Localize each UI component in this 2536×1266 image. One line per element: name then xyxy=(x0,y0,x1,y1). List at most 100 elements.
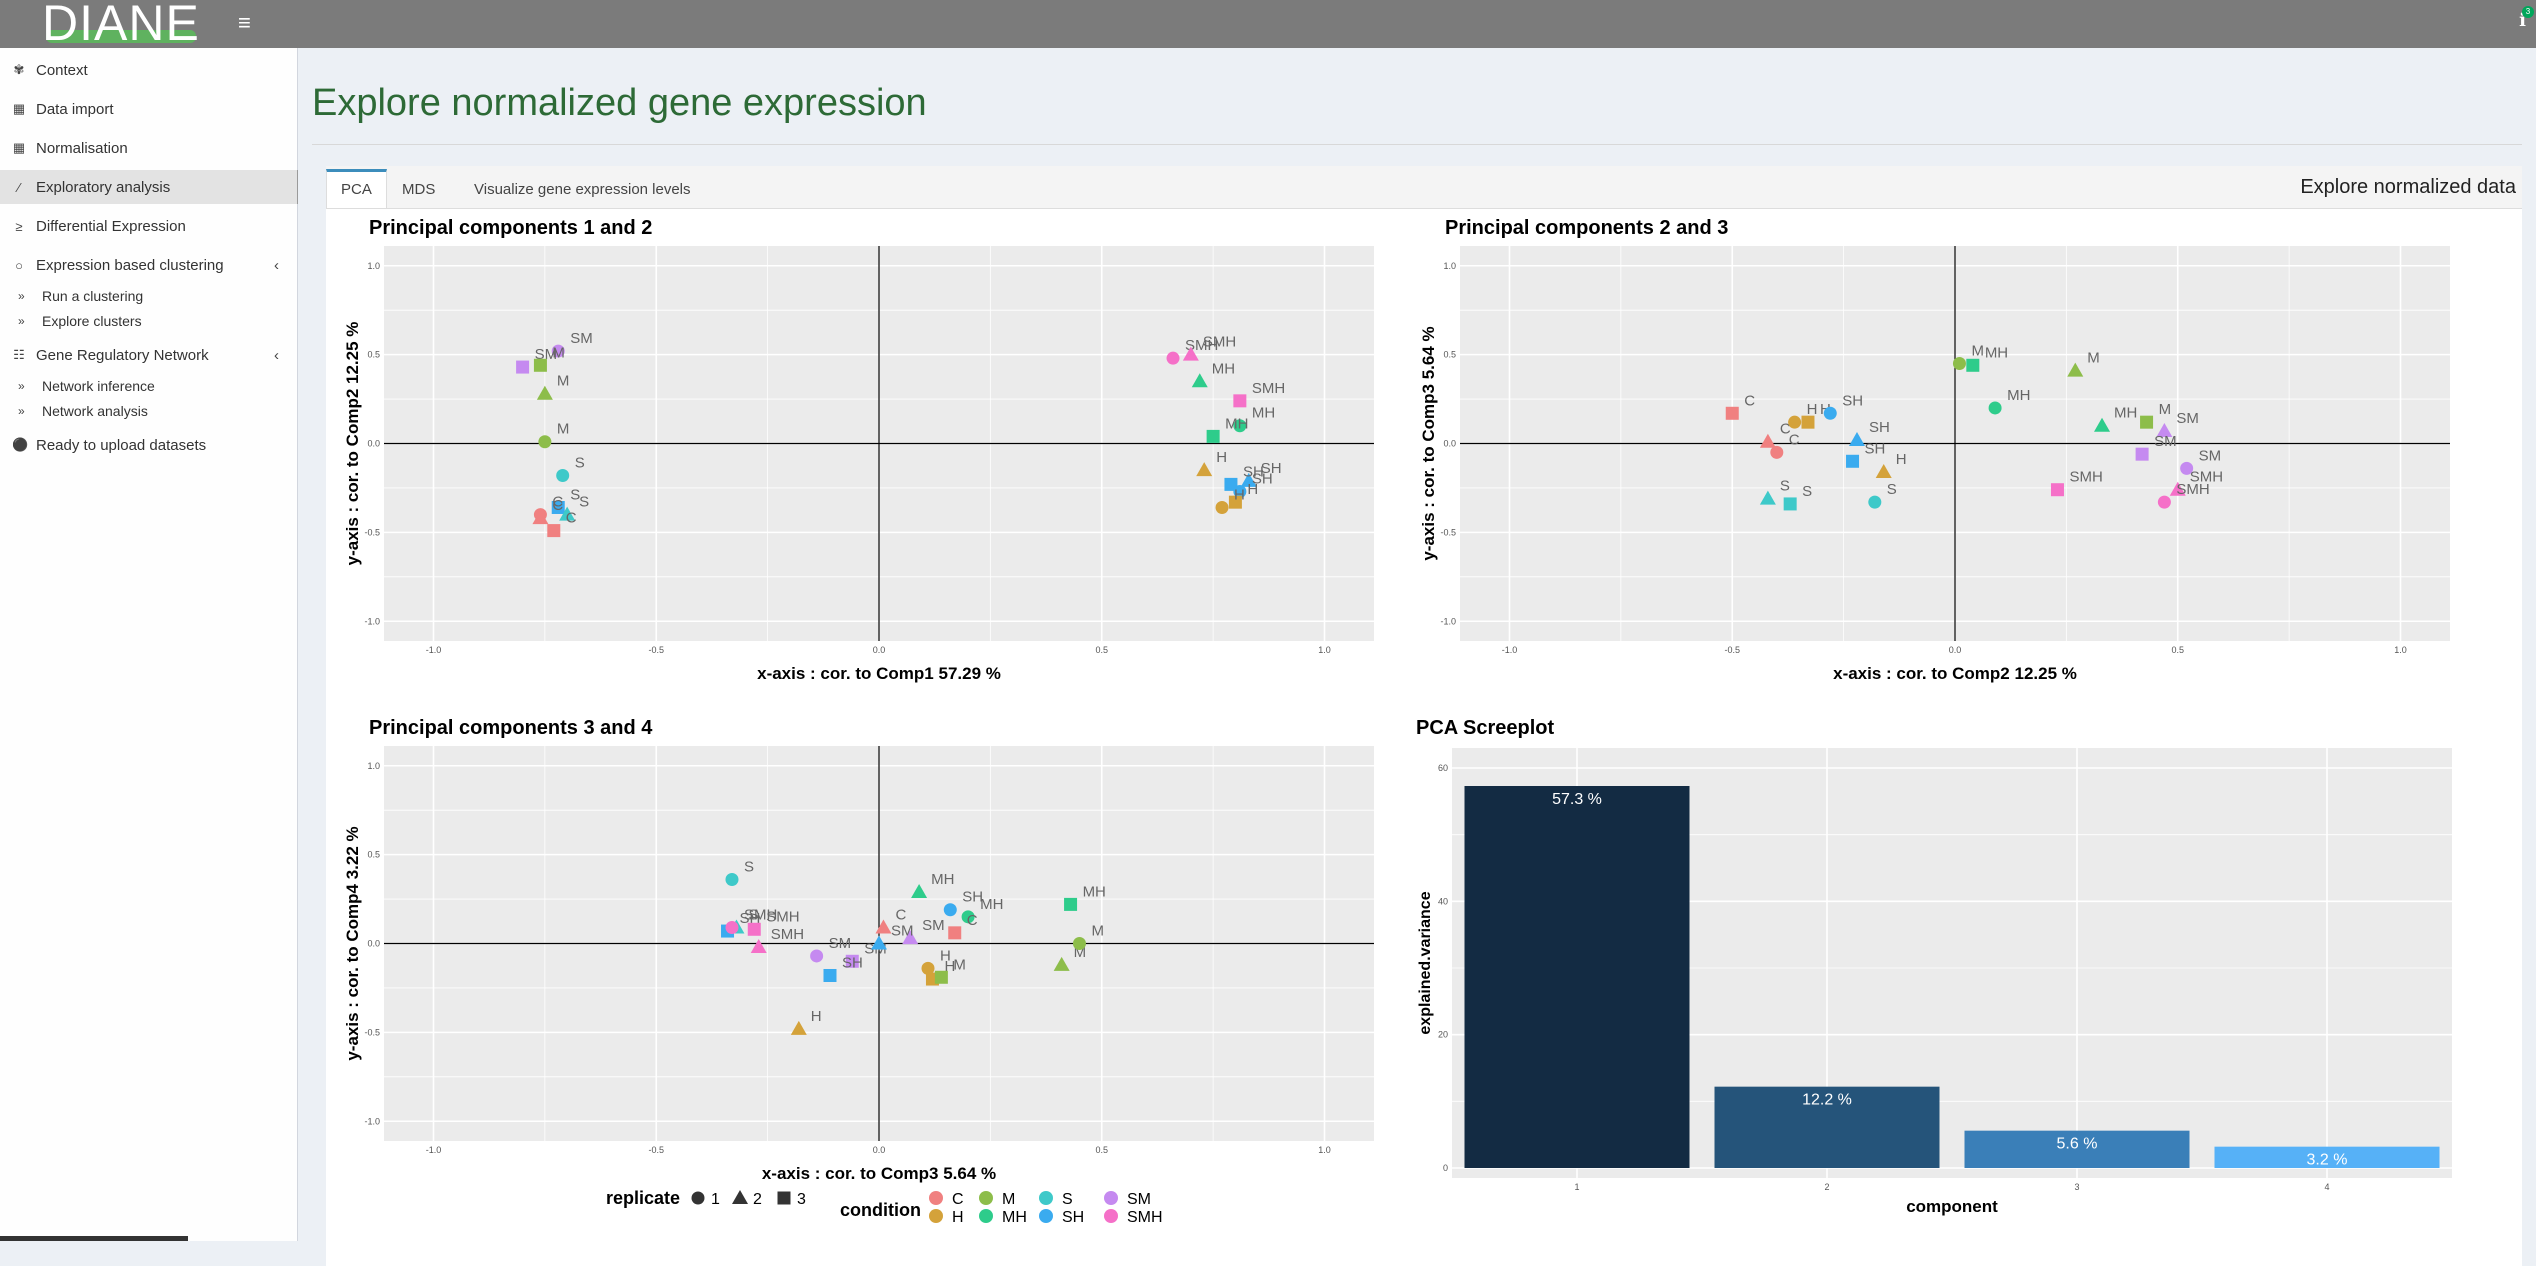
sitemap-icon: ☷ xyxy=(13,347,25,362)
sidebar-item-exploratory-analysis[interactable]: ∕ Exploratory analysis xyxy=(0,170,300,204)
legend-title-replicate: replicate xyxy=(606,1188,680,1208)
sidebar-item-label: Ready to upload datasets xyxy=(36,436,207,454)
double-chevron-icon: » xyxy=(18,404,25,418)
sidebar-item-label: Exploratory analysis xyxy=(36,178,171,196)
tab-mds[interactable]: MDS xyxy=(402,181,436,198)
sidebar-item-gene-regulatory-network[interactable]: ☷ Gene Regulatory Network ‹ xyxy=(0,338,297,372)
point-label: SMH xyxy=(2190,469,2223,486)
point-label: SH xyxy=(1869,419,1890,436)
point-label: M xyxy=(557,421,570,438)
sidebar-subitem-label: Explore clusters xyxy=(42,313,142,329)
point-label: M xyxy=(557,373,570,390)
point-label: C xyxy=(967,912,978,929)
point-label: C xyxy=(552,494,563,511)
x-tick-label: 3 xyxy=(2074,1182,2079,1192)
legend-title-condition: condition xyxy=(840,1200,921,1220)
screeplot-panel: PCA Screeplot 0 20 40 60 57.3 % 1 12.2 % 2 5.6 % 3… xyxy=(1416,717,2452,1216)
sidebar-item-data-import[interactable]: ▦ Data import xyxy=(0,92,297,126)
point-label: M xyxy=(1971,343,1984,360)
point-label: SMH xyxy=(2176,481,2209,498)
data-point xyxy=(559,506,576,521)
legend-key-sh xyxy=(1039,1209,1053,1223)
bar-value-label: 3.2 % xyxy=(2307,1152,2348,1169)
y-tick-label: 0.5 xyxy=(1443,350,1456,360)
chevron-left-icon: ‹ xyxy=(274,346,279,364)
point-label: C xyxy=(1789,431,1800,448)
greater-equal-icon: ≥ xyxy=(15,218,23,234)
data-point xyxy=(1191,373,1208,388)
data-point xyxy=(2050,483,2064,497)
y-tick-label: 0 xyxy=(1443,1163,1448,1173)
x-axis-label: x-axis : cor. to Comp3 5.64 % xyxy=(762,1164,996,1183)
sidebar-item-normalisation[interactable]: ▦ Normalisation xyxy=(0,131,297,165)
legend-key-smh xyxy=(1104,1209,1118,1223)
x-tick-label: 4 xyxy=(2324,1182,2329,1192)
scrollbar[interactable] xyxy=(0,1236,188,1241)
point-label: SH xyxy=(962,889,983,906)
data-point xyxy=(1783,497,1797,511)
legend-label: SM xyxy=(1127,1191,1151,1208)
point-label: MH xyxy=(2114,405,2137,422)
sidebar-item-label: Normalisation xyxy=(36,139,128,157)
data-point xyxy=(2157,495,2171,509)
data-point xyxy=(2067,362,2084,377)
tab-pca[interactable]: PCA xyxy=(326,169,387,208)
x-tick-label: 1.0 xyxy=(1318,1145,1331,1155)
point-label: S xyxy=(575,454,585,471)
scatter-panel-3: Principal components 3 and 4 -1.0 -0.5 0.0 0… xyxy=(343,717,1374,1183)
x-axis-label: component xyxy=(1906,1197,1998,1216)
data-point xyxy=(948,926,962,940)
hamburger-icon[interactable]: ≡ xyxy=(238,10,251,35)
data-point xyxy=(750,939,767,954)
data-point xyxy=(1233,394,1247,408)
point-label: M xyxy=(2087,350,2100,367)
legend-label: SMH xyxy=(1127,1209,1163,1226)
point-label: SMH xyxy=(1203,334,1236,351)
data-point xyxy=(1053,956,1070,971)
data-point xyxy=(536,385,553,400)
sidebar-item-ready-to-upload[interactable]: ⚫ Ready to upload datasets xyxy=(0,428,297,462)
x-tick-label: 2 xyxy=(1824,1182,1829,1192)
app-logo[interactable]: DIANE xyxy=(0,0,232,51)
point-label: H xyxy=(944,958,955,975)
box-title: Explore normalized data xyxy=(2300,176,2516,198)
sidebar-subitem-network-analysis[interactable]: » Network analysis xyxy=(18,403,148,419)
point-label: MH xyxy=(1225,415,1248,432)
scatter-panel-1: Principal components 1 and 2 -1.0 -0.5 0.0 0… xyxy=(343,217,1374,683)
info-icon[interactable]: ℹ xyxy=(2519,10,2526,30)
sidebar-subitem-run-clustering[interactable]: » Run a clustering xyxy=(18,288,143,304)
data-point xyxy=(2094,417,2111,432)
point-label: H xyxy=(1216,449,1227,466)
y-tick-label: -0.5 xyxy=(1440,527,1456,537)
y-tick-label: 0.0 xyxy=(1443,439,1456,449)
double-chevron-icon: » xyxy=(18,314,25,328)
point-label: MH xyxy=(1083,883,1106,900)
point-label: SM xyxy=(2176,410,2199,427)
sidebar-item-context[interactable]: ✾ Context xyxy=(0,53,297,87)
sidebar-item-differential-expression[interactable]: ≥ Differential Expression xyxy=(0,209,297,243)
y-tick-label: 0.5 xyxy=(367,850,380,860)
tab-visualize-expression[interactable]: Visualize gene expression levels xyxy=(474,181,691,198)
point-label: SH xyxy=(842,954,863,971)
data-point xyxy=(2140,415,2154,429)
point-label: S xyxy=(1780,478,1790,495)
point-label: MH xyxy=(1985,344,2008,361)
sidebar-subitem-label: Network inference xyxy=(42,378,155,394)
point-label: SMH xyxy=(2069,469,2102,486)
sidebar-item-expression-clustering[interactable]: ○ Expression based clustering ‹ xyxy=(0,248,297,282)
double-chevron-icon: » xyxy=(18,289,25,303)
legend-key-m xyxy=(979,1191,993,1205)
sidebar-subitem-explore-clusters[interactable]: » Explore clusters xyxy=(18,313,142,329)
legend-label: S xyxy=(1062,1191,1073,1208)
data-point xyxy=(516,360,530,374)
point-label: S xyxy=(1802,483,1812,500)
point-label: SM xyxy=(891,923,914,940)
point-label: MH xyxy=(980,896,1003,913)
sidebar-subitem-label: Run a clustering xyxy=(42,288,144,304)
sidebar-item-label: Differential Expression xyxy=(36,217,186,235)
data-point xyxy=(533,358,547,372)
point-label: SM xyxy=(922,917,945,934)
sidebar-subitem-network-inference[interactable]: » Network inference xyxy=(18,378,155,394)
y-tick-label: 0.0 xyxy=(367,939,380,949)
point-label: MH xyxy=(1212,360,1235,377)
